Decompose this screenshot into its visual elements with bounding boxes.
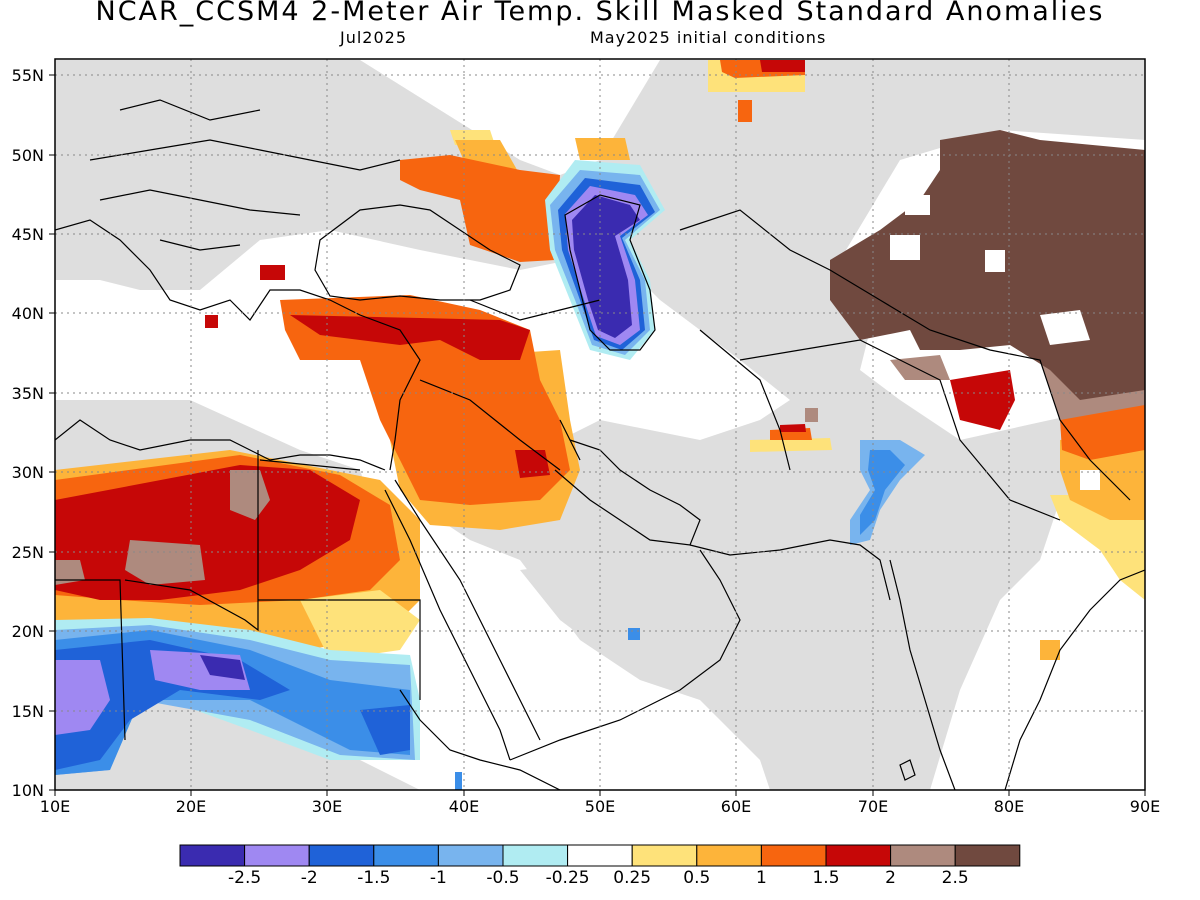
- map-title: NCAR_CCSM4 2-Meter Air Temp. Skill Maske…: [95, 0, 1105, 27]
- arabian-coast-south: [509, 549, 741, 761]
- red-sea-coast: [384, 479, 541, 761]
- anomaly-field: [55, 59, 1145, 790]
- lon-tick-label: 60E: [721, 797, 751, 816]
- lon-tick-label: 50E: [585, 797, 615, 816]
- lon-tick-label: 40E: [449, 797, 479, 816]
- caucasus-warm-anomaly: [400, 130, 560, 262]
- india-west-coast: [889, 559, 956, 790]
- colorbar-label: 0.5: [683, 868, 711, 888]
- colorbar: [179, 844, 1021, 867]
- lon-tick-label: 90E: [1130, 797, 1160, 816]
- colorbar-swatch: [631, 844, 698, 867]
- colorbar-swatch: [696, 844, 762, 867]
- horn-africa-coast: [399, 689, 561, 790]
- lon-tick-label: 70E: [858, 797, 888, 816]
- colorbar-label: 2: [885, 868, 897, 888]
- lat-lon-grid: [55, 59, 1145, 790]
- valid-month: Jul2025: [340, 28, 408, 47]
- lon-tick-label: 80E: [994, 797, 1024, 816]
- colorbar-label: -2: [300, 868, 318, 888]
- colorbar-label: 2.5: [941, 868, 969, 888]
- colorbar-label: -1.5: [357, 868, 391, 888]
- colorbar-swatch: [437, 844, 504, 867]
- iran-pakistan-coast: [689, 539, 891, 601]
- africa-borders: [55, 450, 421, 741]
- colorbar-swatch: [244, 844, 310, 867]
- colorbar-swatch: [825, 844, 892, 867]
- colorbar-swatch: [502, 844, 569, 867]
- sri-lanka-coast: [899, 759, 916, 781]
- asia-borders: [419, 209, 1131, 521]
- lat-tick-label: 25N: [12, 543, 44, 562]
- colorbar-swatch: [567, 844, 633, 867]
- colorbar-swatch: [308, 844, 375, 867]
- central-asia-warm-anomaly: [830, 130, 1145, 420]
- europe-borders: [89, 99, 401, 251]
- tick-marks: [49, 74, 1146, 796]
- black-sea-coast: [314, 204, 521, 301]
- colorbar-swatch: [760, 844, 827, 867]
- south-asia-small-anomalies: [455, 408, 1060, 790]
- india-east-coast: [1004, 569, 1145, 790]
- mediterranean-coast-south: [55, 419, 386, 471]
- init-conditions: May2025 initial conditions: [590, 28, 827, 47]
- sahel-cool-anomaly: [55, 618, 420, 775]
- colorbar-swatch: [179, 844, 246, 867]
- colorbar-label: 1: [755, 868, 767, 888]
- persian-gulf-coast: [554, 439, 701, 546]
- colorbar-label: -1: [429, 868, 447, 888]
- lat-tick-label: 35N: [12, 384, 44, 403]
- lat-tick-label: 55N: [12, 66, 44, 85]
- colorbar-swatch: [373, 844, 439, 867]
- lat-tick-label: 45N: [12, 225, 44, 244]
- lat-tick-label: 10N: [12, 781, 44, 800]
- himalaya-warm-anomaly: [890, 355, 1145, 600]
- lat-tick-label: 20N: [12, 622, 44, 641]
- caspian-cool-anomaly: [545, 138, 665, 360]
- lon-tick-label: 30E: [312, 797, 342, 816]
- longitude-tick-labels: 10E 20E 30E 40E 50E 60E 70E 80E 90E: [40, 797, 1160, 816]
- colorbar-label: -0.25: [545, 868, 590, 888]
- middle-east-warm-anomaly: [205, 265, 580, 530]
- lat-tick-label: 15N: [12, 702, 44, 721]
- lon-tick-label: 10E: [40, 797, 70, 816]
- colorbar-label: 0.25: [613, 868, 652, 888]
- colorbar-swatch: [890, 844, 956, 867]
- coastlines-and-borders: [55, 99, 1145, 790]
- lat-tick-label: 50N: [12, 146, 44, 165]
- lat-tick-label: 40N: [12, 304, 44, 323]
- mediterranean-coast-north: [55, 219, 421, 471]
- colorbar-label: -0.5: [486, 868, 520, 888]
- colorbar-label: -2.5: [228, 868, 262, 888]
- russia-warm-anomaly: [708, 60, 805, 122]
- colorbar-swatch: [954, 844, 1021, 867]
- lat-tick-label: 30N: [12, 463, 44, 482]
- latitude-tick-labels: 55N 50N 45N 40N 35N 30N 25N 20N 15N 10N: [12, 66, 44, 800]
- lon-tick-label: 20E: [176, 797, 206, 816]
- colorbar-label: 1.5: [812, 868, 840, 888]
- caspian-coast: [564, 194, 656, 351]
